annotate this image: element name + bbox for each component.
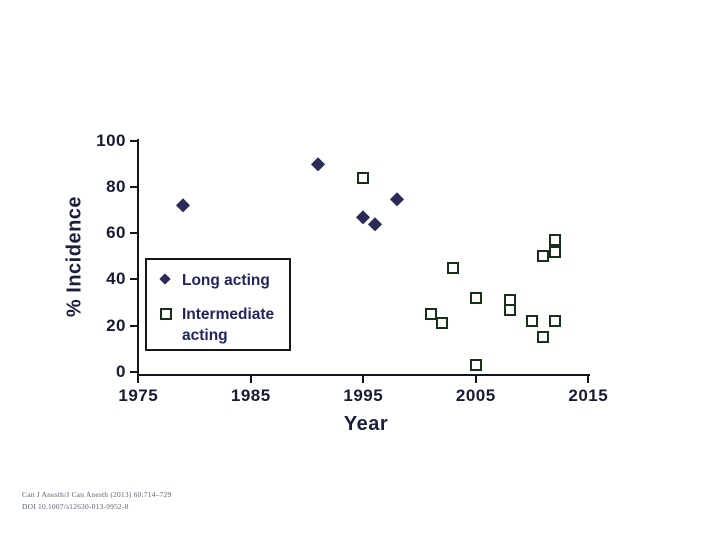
open-square-icon xyxy=(160,308,172,320)
y-axis-line xyxy=(137,139,139,376)
y-tick-label: 0 xyxy=(116,362,126,381)
x-axis-title: Year xyxy=(343,413,389,435)
data-point-long-acting xyxy=(390,191,404,206)
x-axis-line xyxy=(137,374,590,376)
x-tick-label: 1995 xyxy=(343,386,384,405)
y-tick-mark xyxy=(130,139,137,142)
data-point-intermediate-acting xyxy=(424,308,437,321)
y-tick-label: 40 xyxy=(106,269,126,289)
x-tick-mark xyxy=(587,376,590,383)
data-point-intermediate-acting xyxy=(548,234,561,247)
data-point-intermediate-acting xyxy=(548,315,561,328)
filled-diamond-icon xyxy=(159,273,171,285)
y-tick-label: 80 xyxy=(106,176,126,196)
legend-label-long-acting: Long acting xyxy=(182,272,270,289)
data-point-long-acting xyxy=(311,157,326,171)
data-point-long-acting xyxy=(356,210,371,224)
legend-label-intermediate-acting: Intermediate acting xyxy=(182,306,275,344)
y-axis-title: % Incidence xyxy=(63,195,86,318)
data-point-intermediate-acting xyxy=(548,245,561,258)
data-point-long-acting xyxy=(367,217,382,231)
y-tick-label: 20 xyxy=(106,315,126,335)
data-point-intermediate-acting xyxy=(537,250,550,263)
x-tick-label: 2005 xyxy=(455,386,496,405)
data-point-intermediate-acting xyxy=(503,303,516,316)
y-tick-mark xyxy=(130,185,137,188)
y-tick-mark xyxy=(130,371,137,373)
x-tick-label: 2015 xyxy=(568,386,609,405)
data-point-intermediate-acting xyxy=(447,261,460,274)
citation-line-1: Can J Anesth/J Can Anesth (2013) 60:714–… xyxy=(22,490,172,499)
citation-line-2: DOI 10.1007/s12630-013-9952-8 xyxy=(22,501,129,511)
data-point-intermediate-acting xyxy=(357,171,370,184)
data-point-intermediate-acting xyxy=(469,291,482,304)
legend-glyph-box xyxy=(159,270,182,285)
x-tick-mark xyxy=(362,376,365,383)
x-tick-mark xyxy=(137,376,140,383)
data-point-intermediate-acting xyxy=(526,315,539,328)
y-tick-label: 100 xyxy=(96,130,126,150)
data-point-intermediate-acting xyxy=(537,331,550,344)
legend-glyph-box xyxy=(160,304,182,320)
data-point-intermediate-acting xyxy=(469,359,482,372)
data-point-intermediate-acting xyxy=(436,317,449,330)
legend-item-long-acting: Long acting xyxy=(159,270,281,291)
chart-legend: Long acting Intermediate acting xyxy=(145,258,291,351)
legend-item-intermediate-acting: Intermediate acting xyxy=(160,304,281,346)
journal-citation: Can J Anesth/J Can Anesth (2013) 60:714–… xyxy=(22,489,171,512)
x-tick-mark xyxy=(249,376,252,383)
x-tick-mark xyxy=(474,376,477,383)
y-tick-label: 60 xyxy=(106,223,126,243)
x-tick-label: 1985 xyxy=(230,386,271,405)
y-tick-mark xyxy=(130,278,137,281)
y-tick-mark xyxy=(130,324,137,327)
y-tick-mark xyxy=(130,232,137,235)
data-point-long-acting xyxy=(176,198,191,213)
x-tick-label: 1975 xyxy=(118,386,159,405)
